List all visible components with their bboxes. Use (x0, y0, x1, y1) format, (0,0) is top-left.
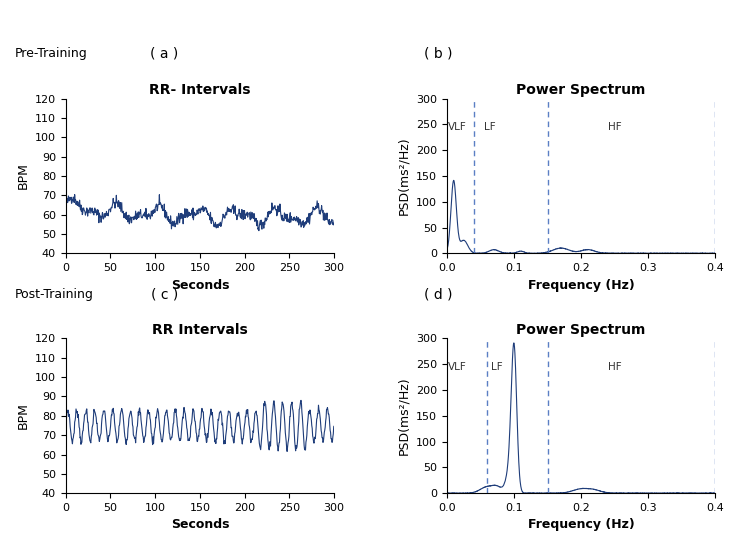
X-axis label: Frequency (Hz): Frequency (Hz) (528, 278, 634, 292)
X-axis label: Seconds: Seconds (171, 278, 229, 292)
Text: Pre-Training: Pre-Training (15, 47, 88, 60)
Text: LF: LF (491, 362, 502, 372)
Text: ( a ): ( a ) (150, 46, 178, 60)
Text: HF: HF (608, 122, 622, 132)
Y-axis label: PSD(ms²/Hz): PSD(ms²/Hz) (398, 376, 410, 455)
Text: Post-Training: Post-Training (15, 288, 93, 301)
Title: RR Intervals: RR Intervals (152, 323, 247, 338)
Text: HF: HF (608, 362, 622, 372)
Title: Power Spectrum: Power Spectrum (517, 83, 646, 98)
Title: RR- Intervals: RR- Intervals (149, 83, 250, 98)
X-axis label: Seconds: Seconds (171, 518, 229, 532)
X-axis label: Frequency (Hz): Frequency (Hz) (528, 518, 634, 532)
Text: VLF: VLF (448, 122, 467, 132)
Text: ( b ): ( b ) (423, 46, 453, 60)
Text: LF: LF (484, 122, 496, 132)
Text: VLF: VLF (448, 362, 467, 372)
Text: ( d ): ( d ) (423, 287, 453, 301)
Y-axis label: BPM: BPM (16, 402, 29, 429)
Y-axis label: BPM: BPM (16, 163, 29, 190)
Title: Power Spectrum: Power Spectrum (517, 323, 646, 338)
Y-axis label: PSD(ms²/Hz): PSD(ms²/Hz) (398, 136, 410, 215)
Text: ( c ): ( c ) (150, 287, 178, 301)
